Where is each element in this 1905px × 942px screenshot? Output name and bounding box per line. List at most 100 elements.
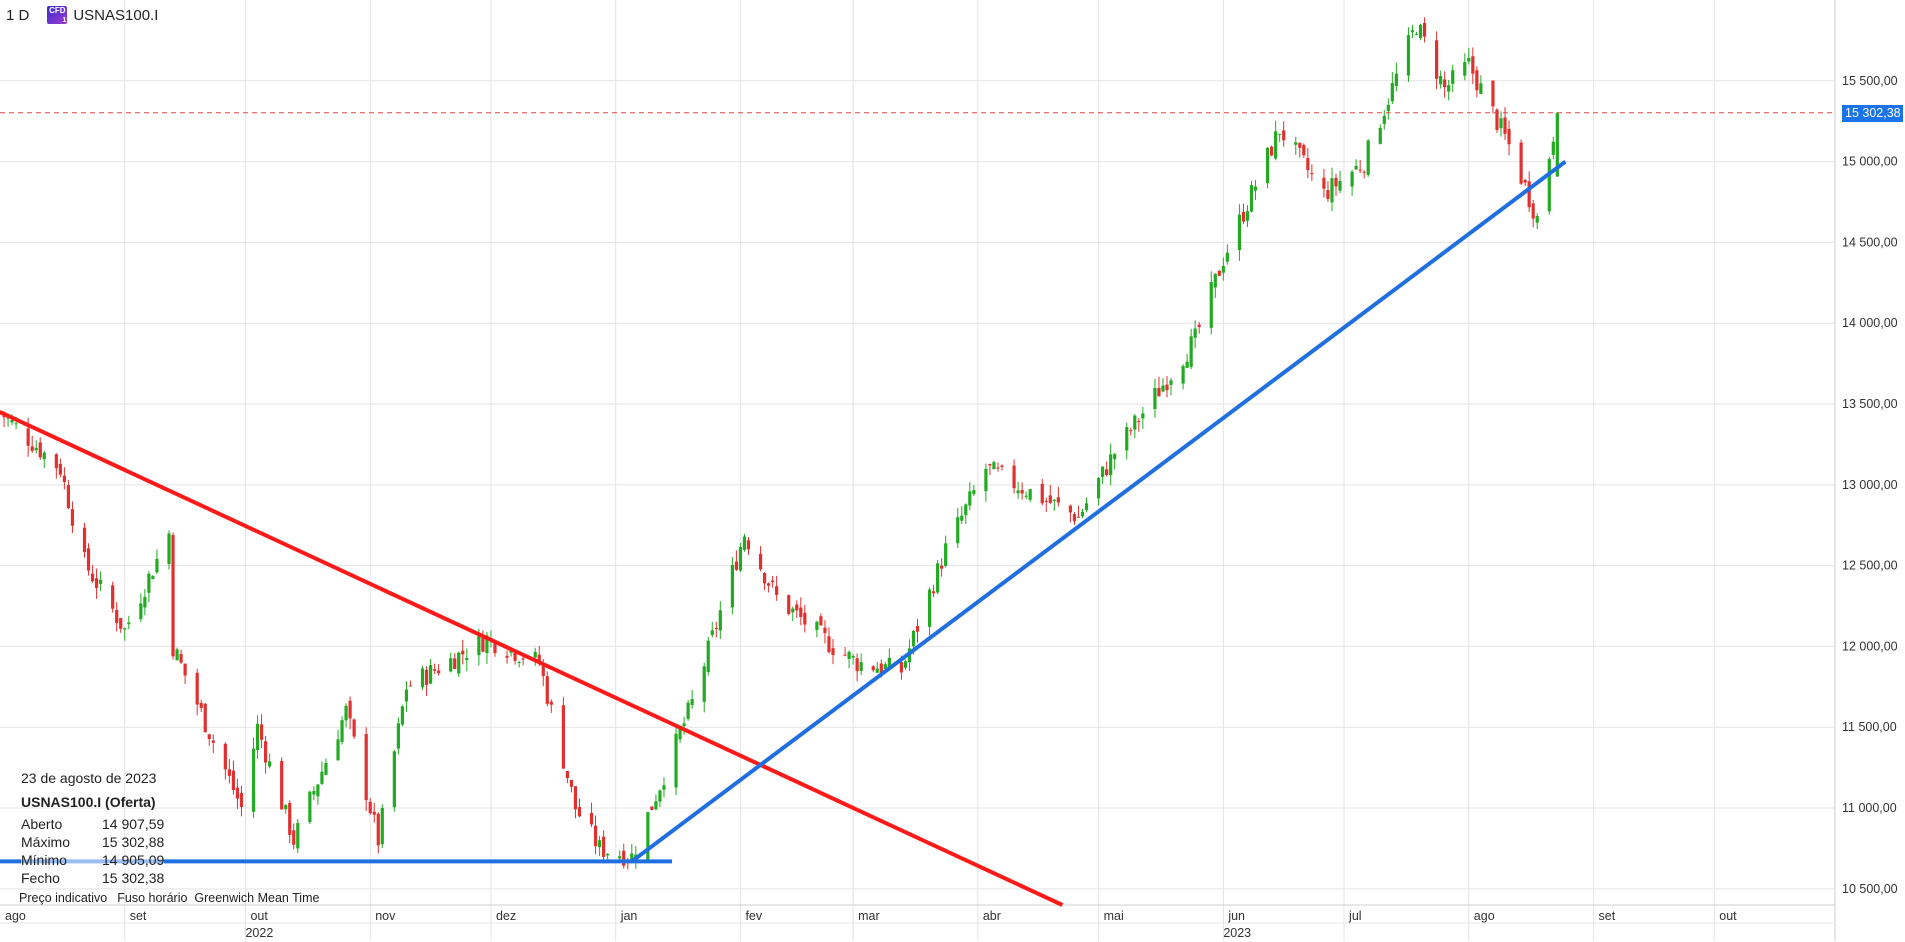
candle-down — [66, 485, 71, 509]
candle-down — [1306, 157, 1310, 171]
candle-up — [1330, 178, 1334, 203]
candle-up — [1096, 477, 1101, 499]
time-axis[interactable]: ago set out nov dez jan fev mar abr mai jun jul ago s… — [5, 909, 1737, 940]
candle-up — [1451, 70, 1455, 84]
candle-down — [513, 652, 517, 661]
candle-down — [1040, 483, 1044, 504]
candle-up — [1024, 495, 1028, 497]
candle-down — [1310, 173, 1314, 175]
candle-down — [1435, 40, 1439, 79]
candle-down — [1503, 117, 1507, 134]
candle-down — [561, 705, 565, 769]
candle-up — [268, 761, 272, 767]
candle-down — [1334, 177, 1338, 187]
candle-down — [207, 734, 211, 740]
candle-up — [1193, 328, 1197, 338]
candle-down — [1443, 79, 1447, 88]
candle-down — [1129, 430, 1133, 432]
y-tick-label: 13 000,00 — [1842, 478, 1898, 492]
candle-down — [573, 786, 578, 810]
candle-up — [1547, 159, 1551, 212]
candle-down — [541, 664, 545, 677]
candle-up — [14, 423, 18, 425]
candle-up — [606, 853, 610, 856]
x-tick-label: out — [250, 909, 268, 923]
candle-up — [1410, 30, 1415, 33]
info-row-close: Fecho 15 302,38 — [21, 870, 164, 888]
candle-down — [1491, 80, 1495, 107]
candle-down — [263, 741, 268, 763]
candle-down — [871, 666, 875, 671]
candle-down — [940, 565, 944, 569]
candle-up — [1052, 499, 1056, 501]
y-tick-label: 11 000,00 — [1842, 801, 1897, 815]
candle-down — [915, 626, 920, 632]
candle-down — [115, 609, 119, 624]
price-axis[interactable]: 10 500,00 11 000,00 11 500,00 12 000,00 12 5… — [1842, 74, 1898, 896]
candle-up — [1406, 35, 1411, 76]
candle-down — [899, 662, 904, 673]
candle-down — [292, 830, 296, 845]
y-tick-label: 11 500,00 — [1842, 720, 1897, 734]
candle-up — [597, 840, 602, 848]
candle-up — [875, 668, 879, 673]
info-value: 15 302,88 — [102, 834, 165, 850]
timeframe-label[interactable]: 1 D — [6, 6, 30, 24]
red-trendline — [0, 410, 1064, 907]
candle-up — [984, 468, 988, 492]
candle-down — [1507, 128, 1511, 145]
candle-down — [767, 583, 771, 586]
candle-up — [485, 635, 489, 654]
y-tick-label: 10 500,00 — [1842, 882, 1898, 896]
candle-up — [1390, 82, 1394, 102]
candle-down — [1527, 181, 1531, 208]
candle-up — [308, 791, 312, 823]
candle-down — [1326, 190, 1330, 199]
candle-up — [1153, 388, 1157, 410]
info-value: 15 302,38 — [102, 870, 165, 886]
candle-down — [1523, 180, 1527, 183]
candle-down — [1072, 514, 1077, 522]
candle-down — [1358, 169, 1362, 171]
candle-up — [428, 665, 433, 684]
candle-down — [1471, 56, 1475, 74]
candle-up — [1467, 57, 1471, 62]
candle-up — [1265, 147, 1270, 184]
candle-up — [517, 662, 521, 664]
candle-down — [179, 654, 183, 663]
info-date: 23 de agosto de 2023 — [21, 770, 157, 786]
candle-up — [167, 533, 171, 564]
candle-up — [1237, 214, 1242, 251]
trendlines[interactable] — [0, 112, 1835, 907]
candle-down — [352, 719, 356, 737]
candle-up — [936, 563, 940, 593]
timezone-label[interactable]: Fuso horário Greenwich Mean Time — [117, 891, 319, 905]
candle-up — [718, 610, 722, 631]
x-tick-label: set — [130, 909, 147, 923]
candle-down — [376, 813, 380, 846]
candle-up — [662, 785, 666, 790]
candle-down — [714, 627, 718, 629]
candle-up — [859, 662, 863, 672]
candle-down — [90, 573, 95, 582]
symbol-group[interactable]: CFD 1 USNAS100.I — [47, 6, 158, 24]
y-tick-label: 15 500,00 — [1842, 74, 1898, 88]
candle-up — [1551, 141, 1555, 155]
candle-up — [911, 630, 916, 647]
x-tick-label: fev — [745, 909, 762, 923]
candle-up — [324, 762, 328, 775]
candle-down — [82, 527, 87, 553]
year-label: 2022 — [245, 926, 273, 940]
timezone-value: Greenwich Mean Time — [194, 891, 320, 905]
candle-down — [787, 595, 791, 615]
candle-down — [26, 428, 30, 446]
candle-up — [1084, 503, 1089, 511]
info-label: Máximo — [21, 834, 71, 850]
candle-up — [646, 812, 650, 861]
info-label: Mínimo — [21, 852, 67, 868]
candle-up — [682, 723, 686, 727]
candle-down — [461, 650, 465, 655]
candle-up — [404, 689, 409, 702]
candle-down — [827, 636, 831, 653]
